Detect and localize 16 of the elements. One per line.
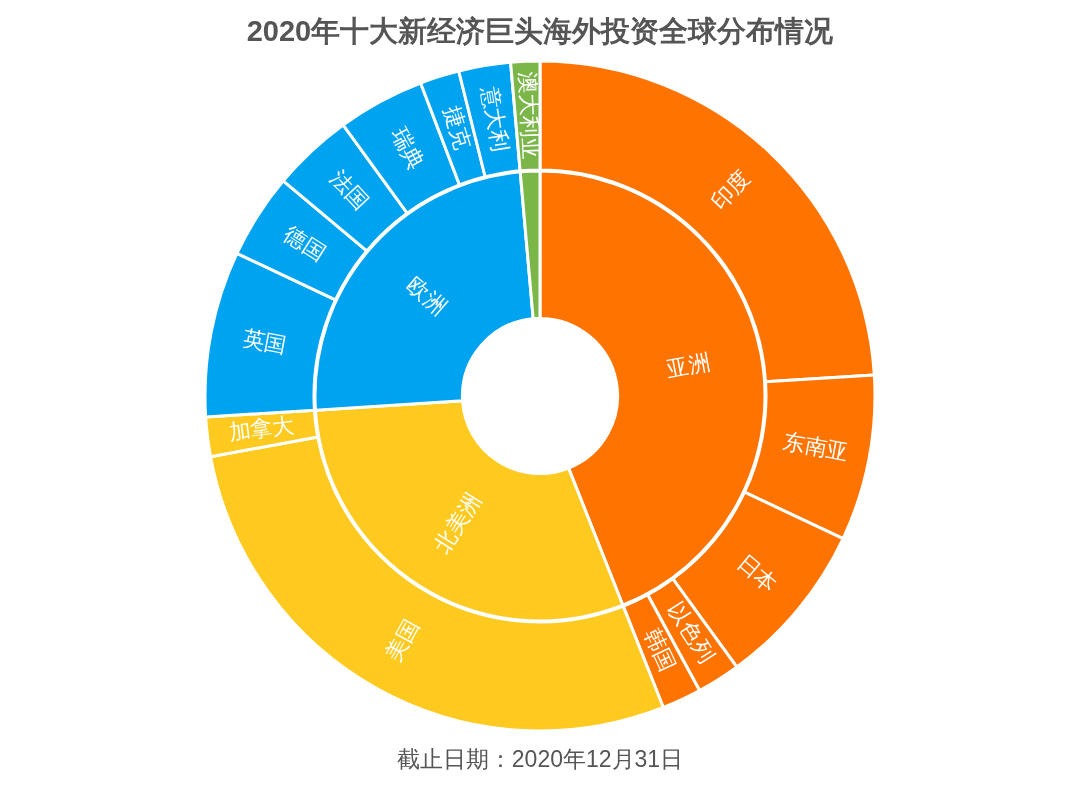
slice-label: 意大利 [477,83,514,154]
chart-title: 2020年十大新经济巨头海外投资全球分布情况 [245,14,835,49]
slice-label: 瑞典 [386,123,430,174]
slice-label: 欧洲 [401,272,452,320]
slice-label: 北美洲 [429,488,486,558]
slice-label: 捷克 [439,103,477,153]
slice-label: 印度 [706,165,755,215]
slice-label: 英国 [240,325,289,359]
slice-label: 亚洲 [664,349,713,383]
text: 截止日期：2020年12月31日 [395,745,685,774]
slice-label: 德国 [279,221,330,266]
slice-label: 加拿大 [227,412,296,445]
slice-label: 东南亚 [781,428,851,466]
slice-label: 法国 [325,165,375,215]
slice-label: 美国 [380,615,425,666]
slice-label: 日本 [732,549,783,598]
